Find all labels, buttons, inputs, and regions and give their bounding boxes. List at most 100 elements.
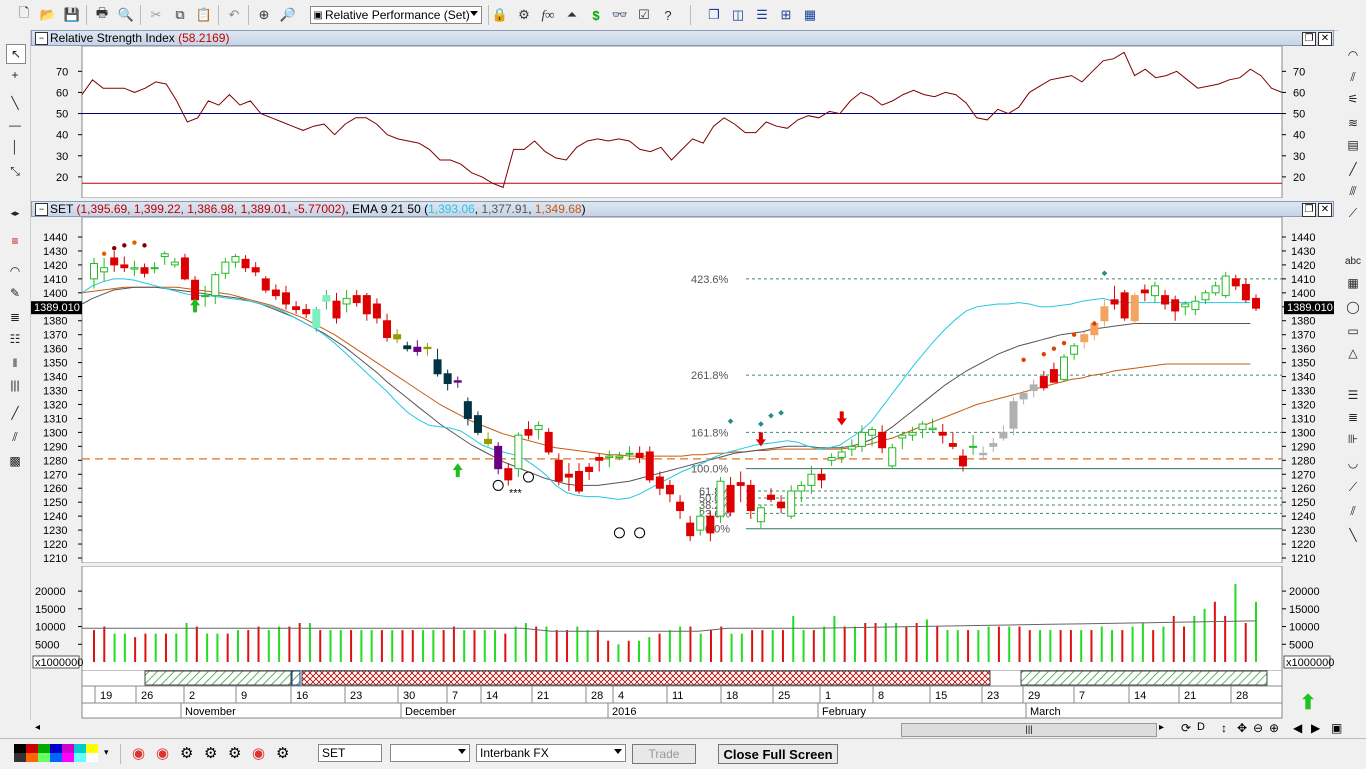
collapse-icon[interactable]: − (35, 32, 48, 45)
robot-icon[interactable]: ⚙ (180, 745, 194, 762)
crosshair-icon[interactable]: ⊕ (258, 7, 270, 22)
indicator-add-icon[interactable]: ⚙ (518, 7, 530, 22)
line-tool-icon[interactable]: ╱ (11, 406, 19, 420)
candle-up (1211, 285, 1220, 294)
cycles-icon[interactable]: ‖ (12, 356, 18, 370)
previous-icon[interactable]: ◀ (1293, 721, 1303, 735)
channel-tool-icon[interactable]: ⫽ (1350, 503, 1356, 518)
pitchfork-icon[interactable]: ⫻ (1349, 183, 1357, 198)
open-icon[interactable]: 📂 (39, 7, 57, 22)
grid-windows-icon[interactable]: ⊞ (780, 7, 792, 22)
channel-icon[interactable]: ⤡ (10, 163, 20, 178)
period-d-icon[interactable]: D (1197, 721, 1205, 733)
lock-icon[interactable]: 🔒 (491, 7, 509, 22)
tile-horizontal-icon[interactable]: ☰ (756, 7, 768, 22)
indicator-select[interactable]: ▣ Relative Performance (Set) (310, 6, 482, 24)
crosshair-tool-icon[interactable]: + (11, 68, 19, 82)
properties-icon[interactable]: ☑ (638, 7, 650, 22)
triangle-icon[interactable]: △ (1348, 346, 1358, 360)
pointer-icon[interactable]: ↖ (6, 44, 26, 64)
browser-icon-2[interactable]: ◉ (156, 745, 170, 762)
dollar-icon[interactable]: $ (592, 7, 600, 23)
next-icon[interactable]: ▶ (1311, 721, 1321, 735)
paste-icon[interactable]: 📋 (195, 7, 213, 22)
rectangle-icon[interactable]: ▭ (1347, 324, 1359, 338)
fib-retracement-icon[interactable]: ≣ (9, 310, 21, 324)
function-icon[interactable]: f∞ (541, 7, 555, 22)
price-panel-header[interactable]: − SET (1,395.69, 1,399.22, 1,386.98, 1,3… (31, 201, 1334, 217)
scroll-to-latest-icon[interactable]: ⬆ (1299, 692, 1317, 714)
cascade-windows-icon[interactable]: ❐ (708, 7, 720, 22)
feed-select[interactable]: Interbank FX (476, 744, 626, 762)
gann-grid-icon[interactable]: ▩ (9, 454, 21, 468)
zoom-out-icon[interactable]: ⊖ (1253, 721, 1264, 735)
trade-button[interactable]: Trade (632, 744, 696, 764)
fib-level-label: 423.6% (691, 274, 729, 286)
print-icon[interactable]: 🖶 (95, 5, 109, 20)
symbol-list-select[interactable] (390, 744, 470, 762)
arc-icon[interactable]: ◠ (9, 264, 21, 278)
symbol-input[interactable]: SET (318, 744, 382, 762)
text-tool-icon[interactable]: abc (1344, 255, 1362, 267)
vertical-line-icon[interactable]: │ (11, 140, 19, 154)
fib-time-icon[interactable]: ☰ (1347, 388, 1359, 402)
robot-icon-3[interactable]: ⚙ (228, 745, 242, 762)
copy-icon[interactable]: ⧉ (175, 7, 185, 22)
browser-icon[interactable]: ◉ (132, 745, 146, 762)
fan-tool-icon[interactable]: ⫽ (1350, 69, 1356, 84)
collapse-icon[interactable]: − (35, 203, 48, 216)
cut-icon[interactable]: ✂ (150, 7, 162, 22)
robot-icon-2[interactable]: ⚙ (204, 745, 218, 762)
refresh-icon[interactable]: ⟳ (1181, 721, 1192, 735)
restore-icon[interactable]: ❐ (1302, 203, 1316, 217)
vertical-zoom-icon[interactable]: ↕ (1221, 721, 1227, 735)
move-icon[interactable]: ✥ (1237, 721, 1248, 735)
arc-tool-icon[interactable]: ◠ (1347, 48, 1359, 62)
color-palette[interactable] (14, 744, 98, 762)
tile-vertical-icon[interactable]: ◫ (731, 7, 745, 22)
fib-extension-icon[interactable]: ☷ (9, 332, 21, 346)
close-icon[interactable]: ✕ (1318, 32, 1332, 46)
close-full-screen-button[interactable]: Close Full Screen (718, 744, 838, 764)
new-icon[interactable]: 🗋 (18, 5, 30, 20)
chart-properties-icon[interactable]: ▣ (1331, 721, 1343, 735)
fib-levels-icon[interactable]: ≣ (1347, 410, 1359, 424)
zoom-icon[interactable]: 🔎 (279, 7, 297, 22)
pencil-icon[interactable]: ✎ (9, 286, 21, 300)
binoculars-icon[interactable]: 👓 (611, 7, 629, 22)
rsi-panel-header[interactable]: − Relative Strength Index (58.2169) ❐ ✕ (31, 30, 1334, 46)
speed-lines-icon[interactable]: ≡ (11, 234, 19, 248)
arrange-icon[interactable]: ▦ (803, 7, 817, 22)
line-icon[interactable]: ╱ (1349, 162, 1357, 176)
scroll-arrows-icon[interactable]: ◂▸ (10, 207, 20, 218)
robot-icon-4[interactable]: ⚙ (276, 745, 290, 762)
time-zones-icon[interactable]: ||| (10, 378, 20, 392)
fan-lines-icon[interactable]: ⟋ (1348, 205, 1358, 220)
help-icon[interactable]: ? (664, 7, 672, 23)
restore-icon[interactable]: ❐ (1302, 32, 1316, 46)
chart-scrollbar-thumb[interactable]: ||| (901, 723, 1157, 737)
scroll-left-icon[interactable]: ◂ (35, 722, 41, 733)
regression-icon[interactable]: ≋ (1347, 116, 1359, 130)
fan-icon[interactable]: ⫽ (12, 429, 18, 444)
fib-arcs-icon[interactable]: ◡ (1347, 456, 1359, 470)
print-preview-icon[interactable]: 🔍 (117, 7, 135, 22)
ellipse-icon[interactable]: ◯ (1346, 300, 1360, 314)
table-icon[interactable]: ▦ (1347, 276, 1359, 290)
horizontal-line-icon[interactable]: — (9, 118, 21, 132)
candle-down (989, 443, 998, 447)
browser-icon-3[interactable]: ◉ (252, 745, 266, 762)
zoom-in-icon[interactable]: ⊕ (1269, 721, 1280, 735)
scroll-right-icon[interactable]: ▸ (1159, 722, 1165, 733)
undo-icon[interactable]: ↶ (228, 7, 240, 22)
close-icon[interactable]: ✕ (1318, 203, 1332, 217)
fib-fan-icon[interactable]: ⊪ (1347, 432, 1359, 446)
trendline-icon[interactable]: ╲ (11, 96, 19, 110)
chart-line-icon[interactable]: ⏶ (566, 7, 578, 22)
ray-icon[interactable]: ╲ (1349, 528, 1357, 542)
grid-tool-icon[interactable]: ▤ (1347, 138, 1359, 152)
speed-fan-icon[interactable]: ⟋ (1348, 479, 1358, 494)
gann-fan-icon[interactable]: ⚟ (1347, 92, 1359, 106)
palette-dropdown-icon[interactable]: ▾ (104, 747, 109, 757)
save-icon[interactable]: 💾 (63, 7, 81, 22)
